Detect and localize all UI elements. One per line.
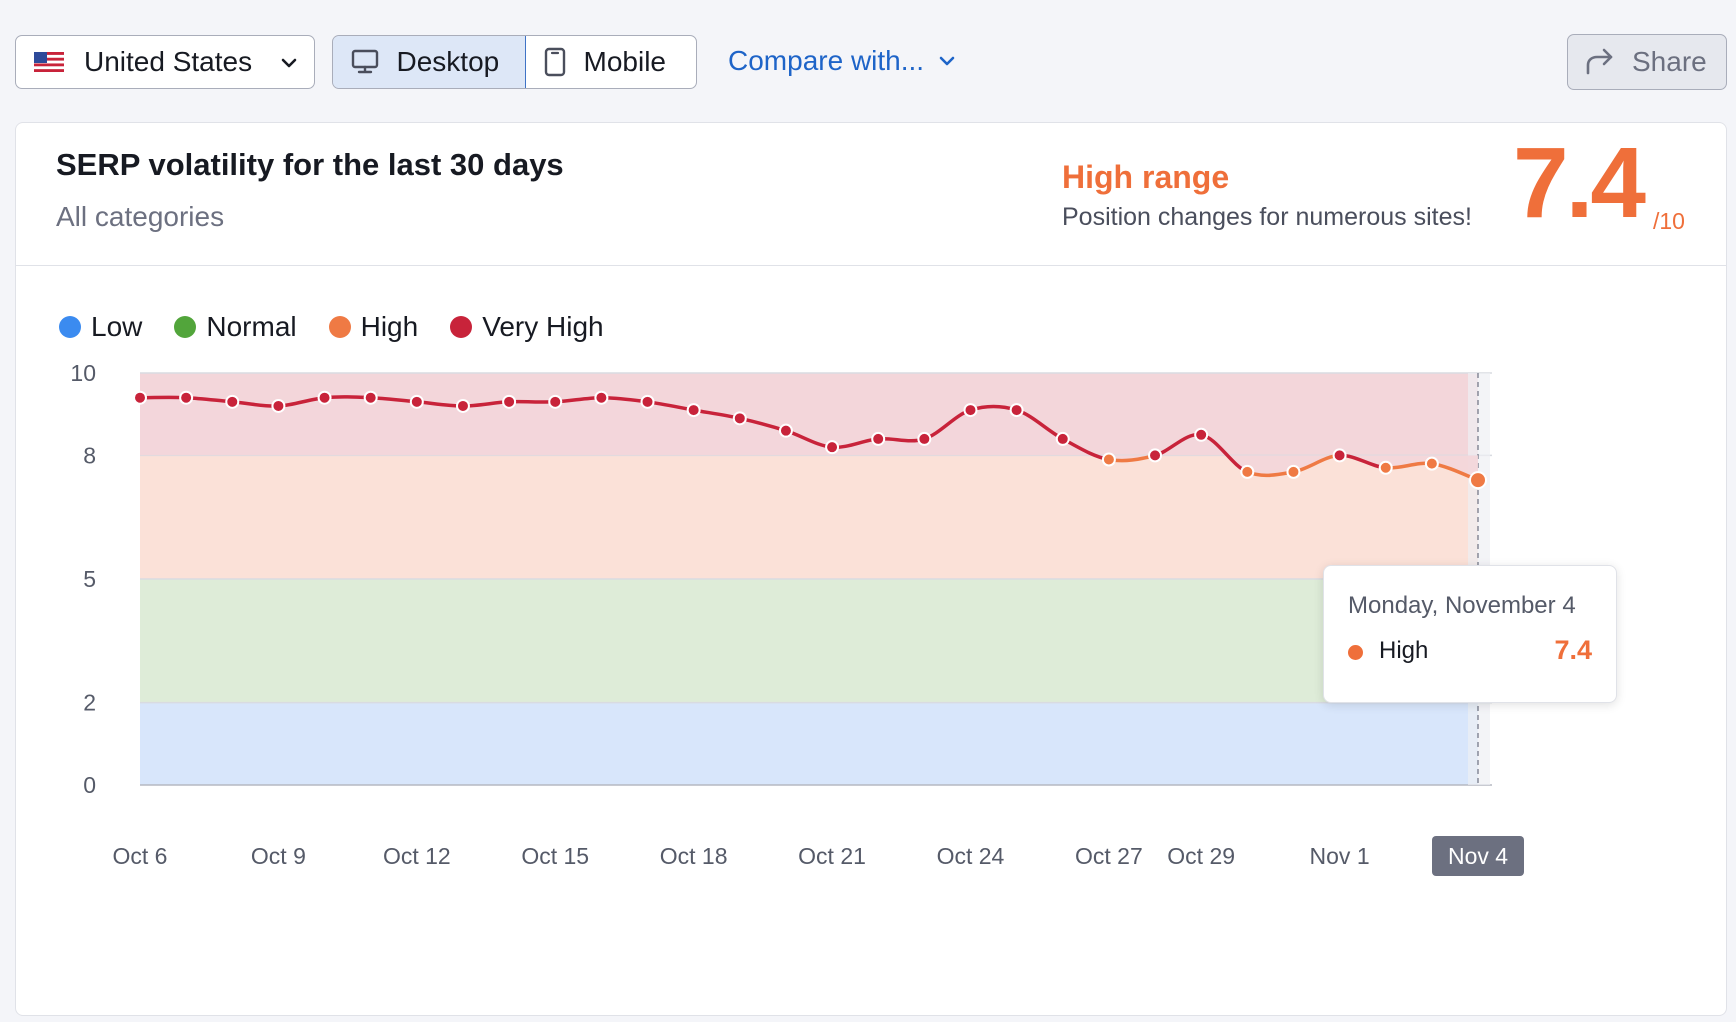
band-normal [140, 579, 1478, 703]
y-tick-label: 5 [83, 566, 96, 592]
chart-legend: Low Normal High Very High [59, 311, 636, 343]
legend-label: Low [91, 311, 143, 342]
chevron-down-icon [281, 58, 297, 68]
tooltip-label: High [1379, 637, 1429, 664]
x-tick-label: Oct 12 [383, 843, 451, 869]
data-point [225, 394, 240, 409]
y-tick-label: 0 [83, 772, 96, 798]
legend-item-normal[interactable]: Normal [174, 311, 297, 343]
legend-dot-very-high [450, 316, 473, 338]
data-point [640, 394, 655, 409]
data-point [686, 403, 701, 418]
data-point [179, 390, 194, 405]
legend-dot-high [328, 316, 351, 338]
country-label: United States [84, 46, 253, 77]
data-point [963, 403, 978, 418]
share-arrow-icon [1586, 48, 1613, 75]
tooltip-date: Monday, November 4 [1348, 592, 1576, 619]
data-point [1148, 448, 1163, 463]
data-point [502, 394, 517, 409]
x-tick-label: Nov 1 [1310, 843, 1370, 869]
data-point [1101, 452, 1116, 467]
desktop-label: Desktop [396, 45, 500, 77]
volatility-card: SERP volatility for the last 30 days All… [15, 122, 1727, 1016]
data-point [1378, 460, 1393, 475]
x-tick-label: Oct 21 [798, 843, 866, 869]
data-point [1469, 471, 1487, 490]
x-axis-ticks: Oct 6 Oct 9 Oct 12 Oct 15 Oct 18 Oct 21 Oct 24… [113, 836, 1524, 876]
x-tick-label: Oct 29 [1167, 843, 1235, 869]
country-select[interactable]: United States [15, 35, 315, 89]
data-point [1332, 448, 1347, 463]
data-point [594, 390, 609, 405]
data-point [1286, 464, 1301, 479]
data-point [732, 411, 747, 426]
volatility-chart[interactable]: 0 2 5 8 10 Oct 6 Oct 9 Oct 12 Oct 15 Oct 18 Oct 2… [16, 123, 1726, 1013]
x-tick-label: Nov 4 [1448, 843, 1508, 869]
x-tick-label: Oct 24 [937, 843, 1005, 869]
data-point [317, 390, 332, 405]
data-point [133, 390, 147, 405]
data-point [455, 398, 470, 413]
data-point [409, 394, 424, 409]
legend-item-low[interactable]: Low [59, 311, 142, 343]
share-button[interactable]: Share [1567, 34, 1727, 90]
legend-label: Normal [206, 311, 297, 342]
data-point [1424, 456, 1439, 471]
legend-label: Very High [482, 311, 604, 342]
chevron-down-icon [939, 56, 955, 66]
data-point [271, 398, 286, 413]
volatility-score: 7.4 [1513, 127, 1646, 239]
y-axis-ticks: 0 2 5 8 10 [70, 360, 96, 798]
data-point [363, 390, 378, 405]
series-points [133, 390, 1487, 490]
data-point [825, 440, 840, 455]
legend-dot-low [59, 316, 81, 338]
score-max: /10 [1653, 208, 1685, 234]
x-tick-highlight [1432, 836, 1524, 876]
range-title: High range [1062, 159, 1230, 195]
x-tick-label: Oct 15 [521, 843, 589, 869]
chart-tooltip: Monday, November 4 High 7.4 [1323, 565, 1617, 703]
data-point [778, 423, 793, 438]
data-point [1009, 403, 1024, 418]
category-subtitle: All categories [56, 201, 225, 232]
phone-icon [544, 47, 565, 77]
mobile-label: Mobile [583, 46, 666, 77]
legend-item-very-high[interactable]: Very High [450, 311, 604, 343]
y-tick-label: 10 [70, 360, 96, 386]
x-tick-label: Oct 6 [113, 843, 168, 869]
compare-with-dropdown[interactable]: Compare with... [728, 43, 956, 79]
card-title: SERP volatility for the last 30 days [56, 147, 564, 182]
x-tick-label: Oct 18 [660, 843, 728, 869]
x-tick-label: Oct 9 [251, 843, 306, 869]
share-label: Share [1632, 46, 1707, 77]
data-point [917, 431, 932, 446]
data-point [548, 394, 563, 409]
y-tick-label: 2 [83, 690, 96, 716]
data-point [1194, 427, 1209, 442]
legend-label: High [360, 311, 419, 342]
compare-label: Compare with... [728, 45, 925, 76]
data-point [1055, 431, 1070, 446]
tooltip-dot [1348, 645, 1363, 660]
area-very-high [140, 396, 1478, 481]
tooltip-value: 7.4 [1554, 635, 1592, 665]
chart-area-fill [140, 396, 1478, 481]
monitor-icon [351, 49, 378, 73]
range-description: Position changes for numerous sites! [1062, 203, 1472, 231]
band-low [140, 702, 1478, 785]
device-toggle-group: Desktop Mobile [332, 35, 697, 89]
y-tick-label: 8 [83, 442, 96, 468]
data-point [871, 431, 886, 446]
us-flag-icon [34, 52, 64, 72]
toolbar: United States Desktop Mobile Compare wit… [0, 0, 1736, 120]
legend-dot-normal [174, 316, 197, 338]
legend-item-high[interactable]: High [328, 311, 419, 343]
desktop-button[interactable]: Desktop [333, 36, 526, 88]
data-point [1240, 464, 1255, 479]
x-tick-label: Oct 27 [1075, 843, 1143, 869]
card-header: SERP volatility for the last 30 days All… [16, 123, 1726, 266]
mobile-button[interactable]: Mobile [526, 36, 697, 88]
